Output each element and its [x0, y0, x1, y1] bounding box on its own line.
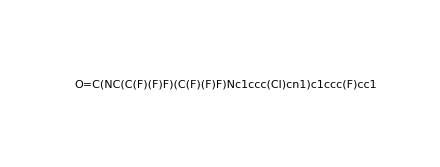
Text: O=C(NC(C(F)(F)F)(C(F)(F)F)Nc1ccc(Cl)cn1)c1ccc(F)cc1: O=C(NC(C(F)(F)F)(C(F)(F)F)Nc1ccc(Cl)cn1)…: [74, 79, 377, 89]
